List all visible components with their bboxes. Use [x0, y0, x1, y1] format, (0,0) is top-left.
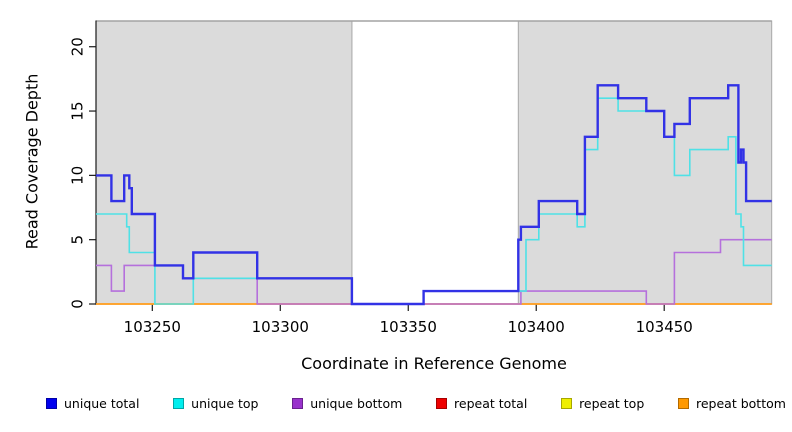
shaded-region: [95, 20, 353, 305]
y-tick-label: 20: [69, 37, 87, 56]
y-tick-label: 5: [69, 235, 87, 245]
legend-swatch-unique-bottom: [292, 398, 304, 409]
legend-label: unique bottom: [310, 396, 403, 411]
legend-label: repeat total: [454, 396, 528, 411]
legend: unique total unique top unique bottom repea…: [46, 396, 786, 411]
legend-item-unique-bottom: unique bottom: [292, 396, 402, 411]
legend-swatch-unique-top: [173, 398, 185, 409]
legend-item-repeat-top: repeat top: [561, 396, 644, 411]
legend-label: unique total: [64, 396, 140, 411]
legend-item-unique-top: unique top: [173, 396, 258, 411]
legend-item-repeat-bottom: repeat bottom: [678, 396, 786, 411]
legend-swatch-unique-total: [46, 398, 57, 409]
x-axis-label: Coordinate in Reference Genome: [301, 354, 567, 373]
x-tick-label: 103300: [252, 318, 309, 336]
legend-label: repeat top: [579, 396, 645, 411]
legend-swatch-repeat-bottom: [678, 398, 689, 409]
series-line-unique-total: [96, 84, 772, 306]
y-tick-label: 10: [69, 166, 87, 185]
y-tick-label: 15: [69, 101, 87, 120]
x-tick-label: 103400: [508, 318, 565, 336]
legend-label: repeat bottom: [696, 396, 786, 411]
legend-item-unique-total: unique total: [46, 396, 139, 411]
legend-swatch-repeat-top: [561, 398, 573, 409]
x-tick-label: 103250: [124, 318, 181, 336]
shaded-region: [517, 20, 773, 305]
y-axis-label: Read Coverage Depth: [22, 73, 42, 250]
x-tick-label: 103450: [636, 318, 693, 336]
legend-label: unique top: [191, 396, 259, 411]
legend-item-repeat-total: repeat total: [436, 396, 527, 411]
y-tick-label: 0: [69, 299, 87, 309]
x-tick-label: 103350: [380, 318, 437, 336]
legend-swatch-repeat-total: [436, 398, 448, 409]
